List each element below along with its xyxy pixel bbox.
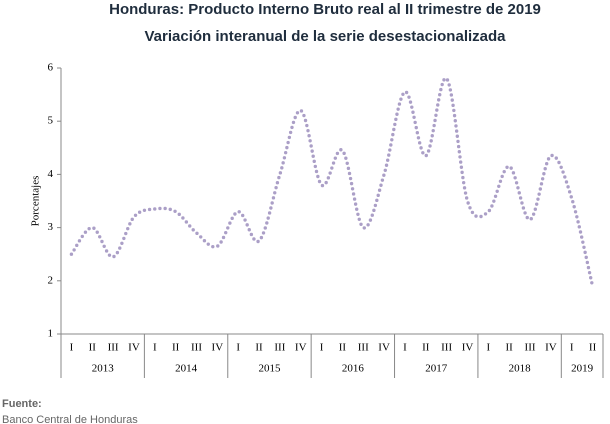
x-tick-label: II [506, 342, 514, 354]
x-tick-label: III [274, 342, 285, 354]
line-series [69, 76, 595, 288]
y-tick-label: 1 [48, 328, 54, 340]
x-tick-label: II [422, 342, 430, 354]
x-tick-label: II [89, 342, 97, 354]
source-label: Fuente: [2, 398, 42, 410]
x-tick-label: III [525, 342, 536, 354]
x-tick-label: II [339, 342, 347, 354]
group-label: 2017 [425, 363, 448, 375]
x-tick-label: III [441, 342, 452, 354]
y-tick-label: 4 [48, 168, 54, 180]
x-tick-label: III [358, 342, 369, 354]
x-tick-label: I [70, 342, 74, 354]
x-tick-label: III [191, 342, 202, 354]
chart-title: Honduras: Producto Interno Bruto real al… [109, 1, 541, 18]
group-label: 2019 [571, 363, 594, 375]
x-tick-label: I [236, 342, 240, 354]
x-tick-label: III [108, 342, 119, 354]
x-tick-label: I [487, 342, 491, 354]
x-tick-label: IV [462, 342, 474, 354]
x-tick-label: II [589, 342, 597, 354]
x-tick-label: I [403, 342, 407, 354]
y-axis-label: Porcentajes [30, 176, 42, 227]
x-tick-label: IV [212, 342, 224, 354]
x-tick-label: II [172, 342, 180, 354]
x-tick-label: II [255, 342, 263, 354]
y-tick-label: 6 [48, 62, 54, 74]
group-label: 2018 [509, 363, 532, 375]
group-label: 2016 [342, 363, 365, 375]
group-label: 2014 [175, 363, 198, 375]
x-tick-label: IV [128, 342, 140, 354]
x-tick-label: I [320, 342, 324, 354]
y-tick-label: 5 [48, 115, 54, 127]
x-tick-label: IV [545, 342, 557, 354]
source: Banco Central de Honduras [2, 414, 138, 424]
x-tick-label: IV [295, 342, 307, 354]
y-tick-label: 2 [48, 274, 54, 286]
x-tick-label: I [570, 342, 574, 354]
x-tick-label: I [153, 342, 157, 354]
group-label: 2015 [258, 363, 281, 375]
chart-subtitle: Variación interanual de la serie desesta… [145, 28, 507, 45]
group-label: 2013 [92, 363, 115, 375]
x-tick-label: IV [378, 342, 390, 354]
y-tick-label: 3 [48, 221, 54, 233]
